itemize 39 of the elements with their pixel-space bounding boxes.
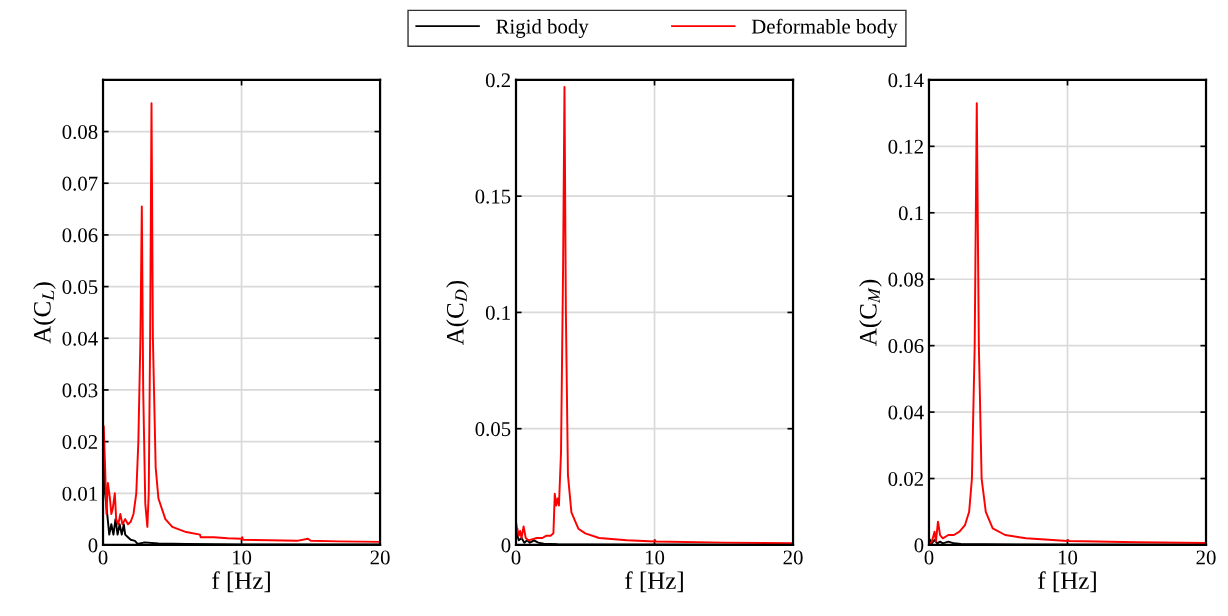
y-tick-label: 0.12 — [888, 139, 923, 154]
y-tick-label: 0.08 — [62, 124, 98, 140]
legend-label: Deformable body — [751, 18, 898, 38]
x-tick-label: 0 — [98, 550, 108, 565]
x-axis-title: f [Hz] — [625, 571, 683, 593]
y-tick-label: 0.2 — [485, 73, 510, 88]
y-tick-label: 0.04 — [888, 405, 924, 420]
x-axis-title: f [Hz] — [1038, 571, 1096, 593]
y-tick-label: 0.01 — [62, 486, 97, 501]
y-tick-label: 0.1 — [485, 305, 510, 320]
x-axis-title: f [Hz] — [212, 571, 270, 593]
y-tick-label: 0.04 — [62, 331, 98, 346]
y-tick-label: 0.14 — [888, 73, 924, 88]
y-tick-label: 0.05 — [475, 422, 511, 437]
y-tick-label: 0.02 — [888, 471, 923, 487]
y-tick-label: 0 — [501, 538, 511, 553]
y-tick-label: 0.08 — [888, 272, 924, 287]
y-tick-label: 0.15 — [475, 189, 511, 204]
x-tick-label: 10 — [1058, 550, 1078, 565]
x-tick-label: 20 — [370, 550, 390, 565]
y-tick-label: 0.1 — [898, 206, 923, 221]
y-tick-label: 0 — [88, 538, 98, 553]
x-tick-label: 20 — [783, 550, 803, 565]
y-tick-label: 0.03 — [62, 383, 98, 398]
y-tick-label: 0.07 — [62, 176, 98, 191]
y-axis-title: A(C$_{M}$) — [859, 279, 882, 346]
legend-label: Rigid body — [496, 18, 589, 38]
y-axis-title: A(C$_{D}$) — [446, 280, 469, 346]
x-tick-label: 10 — [645, 550, 665, 565]
y-axis-title: A(C$_{L}$) — [33, 282, 56, 344]
y-tick-label: 0 — [914, 538, 924, 553]
y-tick-label: 0.05 — [62, 279, 98, 295]
x-tick-label: 0 — [511, 550, 521, 565]
y-tick-label: 0.06 — [888, 339, 924, 354]
y-tick-label: 0.06 — [62, 228, 98, 243]
x-tick-label: 20 — [1196, 550, 1216, 565]
x-tick-label: 10 — [232, 550, 252, 565]
y-tick-label: 0.02 — [62, 435, 98, 450]
x-tick-label: 0 — [924, 550, 934, 565]
